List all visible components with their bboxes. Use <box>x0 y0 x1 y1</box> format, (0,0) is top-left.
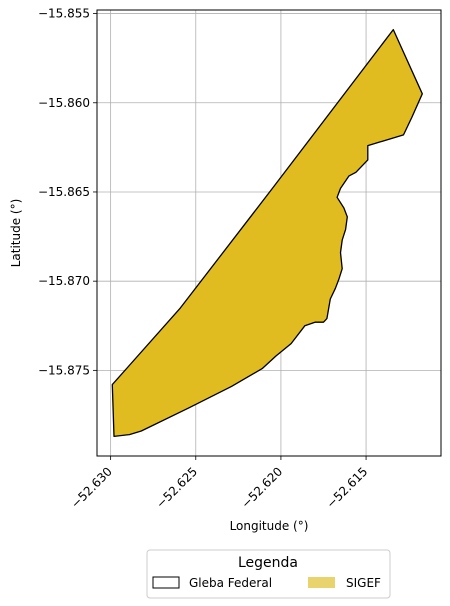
y-tick-label: −15.855 <box>38 7 90 21</box>
legend-label-sigef: SIGEF <box>346 576 381 590</box>
x-tick-label: −52.625 <box>153 464 200 511</box>
parcel-layer <box>111 28 423 438</box>
x-tick-label: −52.615 <box>324 464 371 511</box>
y-axis: −15.855 −15.860 −15.865 −15.870 −15.875 <box>38 7 97 377</box>
y-tick-label: −15.870 <box>38 274 90 288</box>
x-axis: −52.630 −52.625 −52.620 −52.615 <box>68 456 370 511</box>
x-axis-label: Longitude (°) <box>230 519 309 533</box>
y-axis-label: Latitude (°) <box>9 199 23 268</box>
legend-label-gleba-federal: Gleba Federal <box>189 576 272 590</box>
x-tick-label: −52.620 <box>239 464 286 511</box>
legend: Legenda Gleba Federal SIGEF <box>146 549 391 599</box>
legend-title: Legenda <box>238 555 298 571</box>
parcel-polygon <box>111 28 423 438</box>
x-tick-label: −52.630 <box>68 464 115 511</box>
plot-frame <box>96 9 442 457</box>
y-tick-label: −15.865 <box>38 185 90 199</box>
y-tick-label: −15.860 <box>38 96 90 110</box>
legend-swatch-sigef <box>308 577 335 588</box>
legend-swatch-gleba-federal <box>152 576 180 589</box>
y-tick-label: −15.875 <box>38 363 90 377</box>
